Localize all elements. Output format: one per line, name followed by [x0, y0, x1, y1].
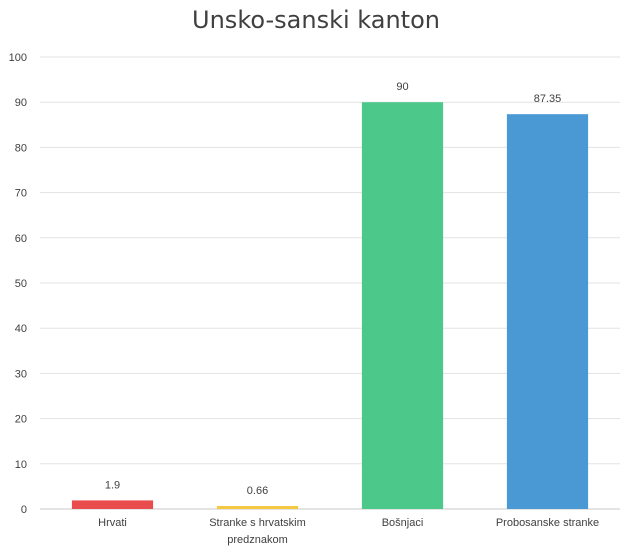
- category-label-1-line-1: predznakom: [227, 534, 288, 546]
- chart-title: Unsko-sanski kanton: [192, 6, 440, 34]
- y-tick-label-90: 90: [15, 97, 27, 109]
- category-label-3: Probosanske stranke: [496, 517, 599, 529]
- data-label-1: 0.66: [247, 485, 268, 497]
- y-tick-label-60: 60: [15, 233, 27, 245]
- y-tick-label-0: 0: [21, 504, 27, 516]
- y-tick-label-30: 30: [15, 368, 27, 380]
- y-tick-label-70: 70: [15, 188, 27, 200]
- y-tick-label-50: 50: [15, 278, 27, 290]
- data-label-3: 87.35: [534, 93, 562, 105]
- y-tick-label-20: 20: [15, 414, 27, 426]
- y-tick-label-80: 80: [15, 142, 27, 154]
- data-label-2: 90: [396, 81, 408, 93]
- bar-0: [71, 500, 154, 509]
- y-tick-label-10: 10: [15, 459, 27, 471]
- y-tick-label-100: 100: [9, 52, 27, 64]
- bars: [71, 102, 589, 509]
- bar-2: [361, 102, 444, 509]
- bar-1: [216, 506, 299, 509]
- labels: 1.9 Hrvati 0.66 Stranke s hrvatskim predznak…: [98, 81, 599, 546]
- category-label-1-line-0: Stranke s hrvatskim: [209, 517, 306, 529]
- category-label-0: Hrvati: [98, 517, 127, 529]
- data-label-0: 1.9: [105, 479, 120, 491]
- bar-3: [506, 114, 589, 509]
- category-label-2: Bošnjaci: [382, 517, 424, 529]
- y-tick-label-40: 40: [15, 323, 27, 335]
